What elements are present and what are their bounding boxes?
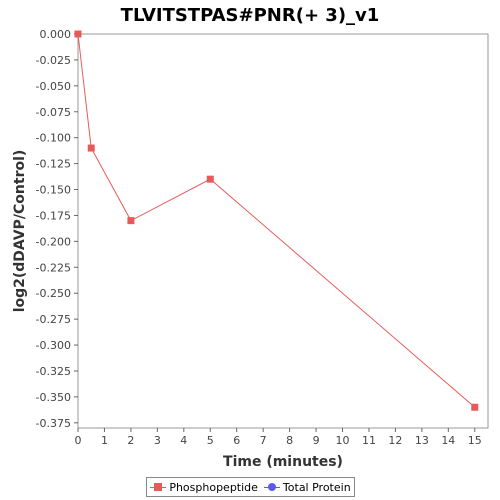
phosphopeptide-point: [206, 175, 214, 183]
plot-area: [77, 33, 489, 429]
legend-total-protein-label: Total Protein: [282, 480, 351, 494]
phosphopeptide-point: [74, 30, 82, 38]
x-axis-label: Time (minutes): [223, 454, 343, 470]
y-tick-label: -0.225: [36, 261, 71, 274]
x-tick-label: 15: [468, 434, 482, 447]
legend-total-protein-swatch: [263, 483, 280, 491]
x-tick-label: 9: [313, 434, 320, 447]
y-tick-label: -0.375: [36, 417, 71, 430]
y-tick-label: -0.200: [36, 235, 71, 248]
series-layer: [74, 30, 479, 411]
y-tick-label: -0.275: [36, 313, 71, 326]
x-tick-label: 1: [101, 434, 108, 447]
x-tick-label: 13: [415, 434, 429, 447]
y-tick-label: -0.025: [36, 54, 71, 67]
phosphopeptide-point: [87, 144, 95, 152]
x-tick-label: 14: [441, 434, 455, 447]
legend-phosphopeptide-swatch: [150, 483, 167, 491]
y-tick-label: -0.075: [36, 106, 71, 119]
x-tick-label: 0: [75, 434, 82, 447]
y-tick-label: -0.250: [36, 287, 71, 300]
legend-item-phosphopeptide: Phosphopeptide: [150, 481, 258, 494]
x-tick-label: 6: [233, 434, 240, 447]
x-tick-label: 8: [286, 434, 293, 447]
x-tick-label: 2: [127, 434, 134, 447]
y-axis: 0.000 -0.025 -0.050 -0.075 -0.100 -0.125 -0.15…: [36, 28, 78, 430]
y-tick-label: -0.350: [36, 391, 71, 404]
x-tick-label: 12: [388, 434, 402, 447]
x-tick-label: 7: [260, 434, 267, 447]
y-tick-label: -0.175: [36, 209, 71, 222]
y-axis-label: log2(dDAVP/Control): [12, 150, 28, 313]
chart-title: TLVITSTPAS#PNR(+ 3)_v1: [121, 5, 380, 26]
y-tick-label: 0.000: [40, 28, 72, 41]
legend-phosphopeptide-label: Phosphopeptide: [169, 480, 258, 494]
x-axis: 0 1 2 3 4 5 6 7 8 9 10 11 12 13 14 15: [75, 428, 482, 447]
y-tick-label: -0.325: [36, 365, 71, 378]
y-tick-label: -0.150: [36, 184, 71, 197]
phosphopeptide-point: [471, 403, 479, 411]
x-tick-label: 5: [207, 434, 214, 447]
x-tick-label: 4: [180, 434, 187, 447]
x-tick-label: 3: [154, 434, 161, 447]
x-tick-label: 11: [362, 434, 376, 447]
y-tick-label: -0.100: [36, 132, 71, 145]
legend-item-total-protein: Total Protein: [263, 480, 351, 494]
y-tick-label: -0.050: [36, 80, 71, 93]
x-tick-label: 10: [336, 434, 350, 447]
phosphopeptide-point: [127, 217, 135, 225]
y-tick-label: -0.125: [36, 158, 71, 171]
legend: Phosphopeptide Total Protein: [146, 477, 355, 497]
y-tick-label: -0.300: [36, 339, 71, 352]
